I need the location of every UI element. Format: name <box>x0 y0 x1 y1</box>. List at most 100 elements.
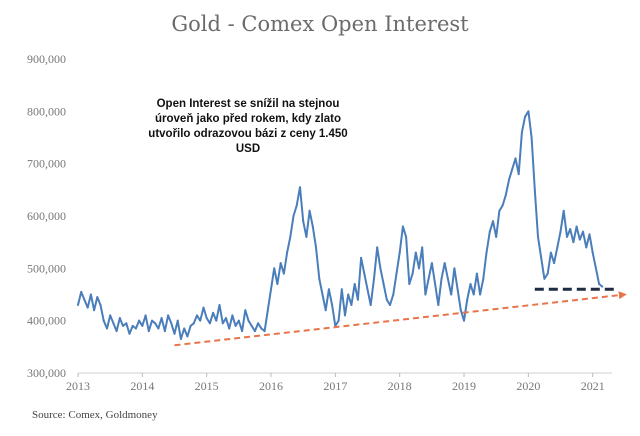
data-point <box>533 188 536 191</box>
x-tick-label: 2013 <box>66 379 90 393</box>
data-point <box>421 246 424 249</box>
data-point <box>295 204 298 207</box>
data-point <box>266 309 269 312</box>
data-point <box>427 277 430 280</box>
data-point <box>405 235 408 238</box>
data-point <box>372 277 375 280</box>
data-point <box>147 330 150 333</box>
data-point <box>170 322 173 325</box>
data-point <box>202 306 205 309</box>
data-point <box>575 225 578 228</box>
data-point <box>414 251 417 254</box>
data-point <box>559 230 562 233</box>
data-point <box>395 272 398 275</box>
data-point <box>112 322 115 325</box>
data-point <box>379 267 382 270</box>
data-point <box>241 330 244 333</box>
data-point <box>324 309 327 312</box>
data-point <box>553 262 556 265</box>
data-point <box>556 246 559 249</box>
data-point <box>308 209 311 212</box>
chart-title: Gold - Comex Open Interest <box>171 12 469 36</box>
data-point <box>102 319 105 322</box>
data-point <box>250 324 253 327</box>
y-tick-label: 400,000 <box>27 314 66 328</box>
data-point <box>276 283 279 286</box>
data-point <box>356 298 359 301</box>
data-point <box>569 228 572 231</box>
data-point <box>199 319 202 322</box>
y-axis-ticks: 300,000 400,000 500,000 600,000 700,000 800,0… <box>27 52 66 380</box>
data-point <box>150 319 153 322</box>
data-point <box>408 283 411 286</box>
x-tick-label: 2014 <box>130 379 154 393</box>
data-point <box>482 277 485 280</box>
data-point <box>131 324 134 327</box>
y-tick-label: 500,000 <box>27 261 66 275</box>
data-point <box>424 293 427 296</box>
data-point <box>286 251 289 254</box>
data-point <box>540 256 543 259</box>
data-point <box>527 110 530 113</box>
data-point <box>331 303 334 306</box>
data-point <box>224 317 227 320</box>
data-point <box>485 251 488 254</box>
data-point <box>401 225 404 228</box>
data-point <box>141 324 144 327</box>
data-point <box>263 330 266 333</box>
data-point <box>466 298 469 301</box>
data-point <box>192 322 195 325</box>
data-point <box>450 293 453 296</box>
data-point <box>144 314 147 317</box>
data-point <box>231 314 234 317</box>
data-point <box>475 272 478 275</box>
data-point <box>138 319 141 322</box>
data-point <box>315 246 318 249</box>
x-tick-label: 2018 <box>388 379 412 393</box>
data-point <box>389 303 392 306</box>
data-point <box>173 332 176 335</box>
data-point <box>282 272 285 275</box>
chart-annotation: Open Interest se snížil na stejnou úrove… <box>148 98 348 155</box>
data-point <box>327 288 330 291</box>
data-point <box>253 330 256 333</box>
data-point <box>270 288 273 291</box>
data-point <box>488 230 491 233</box>
data-point <box>105 327 108 330</box>
data-point <box>77 303 79 306</box>
data-point <box>212 311 215 314</box>
x-tick-label: 2017 <box>323 379 347 393</box>
data-point <box>154 322 157 325</box>
data-point <box>257 322 260 325</box>
data-point <box>385 298 388 301</box>
data-point <box>456 288 459 291</box>
data-point <box>86 306 89 309</box>
data-point <box>186 335 189 338</box>
data-point <box>585 246 588 249</box>
data-point <box>311 225 314 228</box>
data-point <box>411 272 414 275</box>
data-point <box>163 330 166 333</box>
data-point <box>321 293 324 296</box>
data-point <box>491 220 494 223</box>
series-line <box>77 110 603 340</box>
data-point <box>582 230 585 233</box>
data-point <box>572 241 575 244</box>
data-point <box>292 215 295 217</box>
data-point <box>128 332 131 335</box>
data-point <box>517 173 520 176</box>
data-point <box>508 178 511 181</box>
data-point <box>578 238 581 241</box>
data-point <box>549 251 552 254</box>
data-point <box>260 327 263 330</box>
data-point <box>160 317 163 320</box>
data-point <box>360 256 363 259</box>
data-point <box>530 136 533 139</box>
data-point <box>511 167 514 170</box>
data-point <box>167 314 170 317</box>
data-point <box>228 327 231 330</box>
data-point <box>83 298 86 301</box>
data-point <box>273 267 276 270</box>
y-tick-label: 700,000 <box>27 157 66 171</box>
data-point <box>302 220 305 223</box>
